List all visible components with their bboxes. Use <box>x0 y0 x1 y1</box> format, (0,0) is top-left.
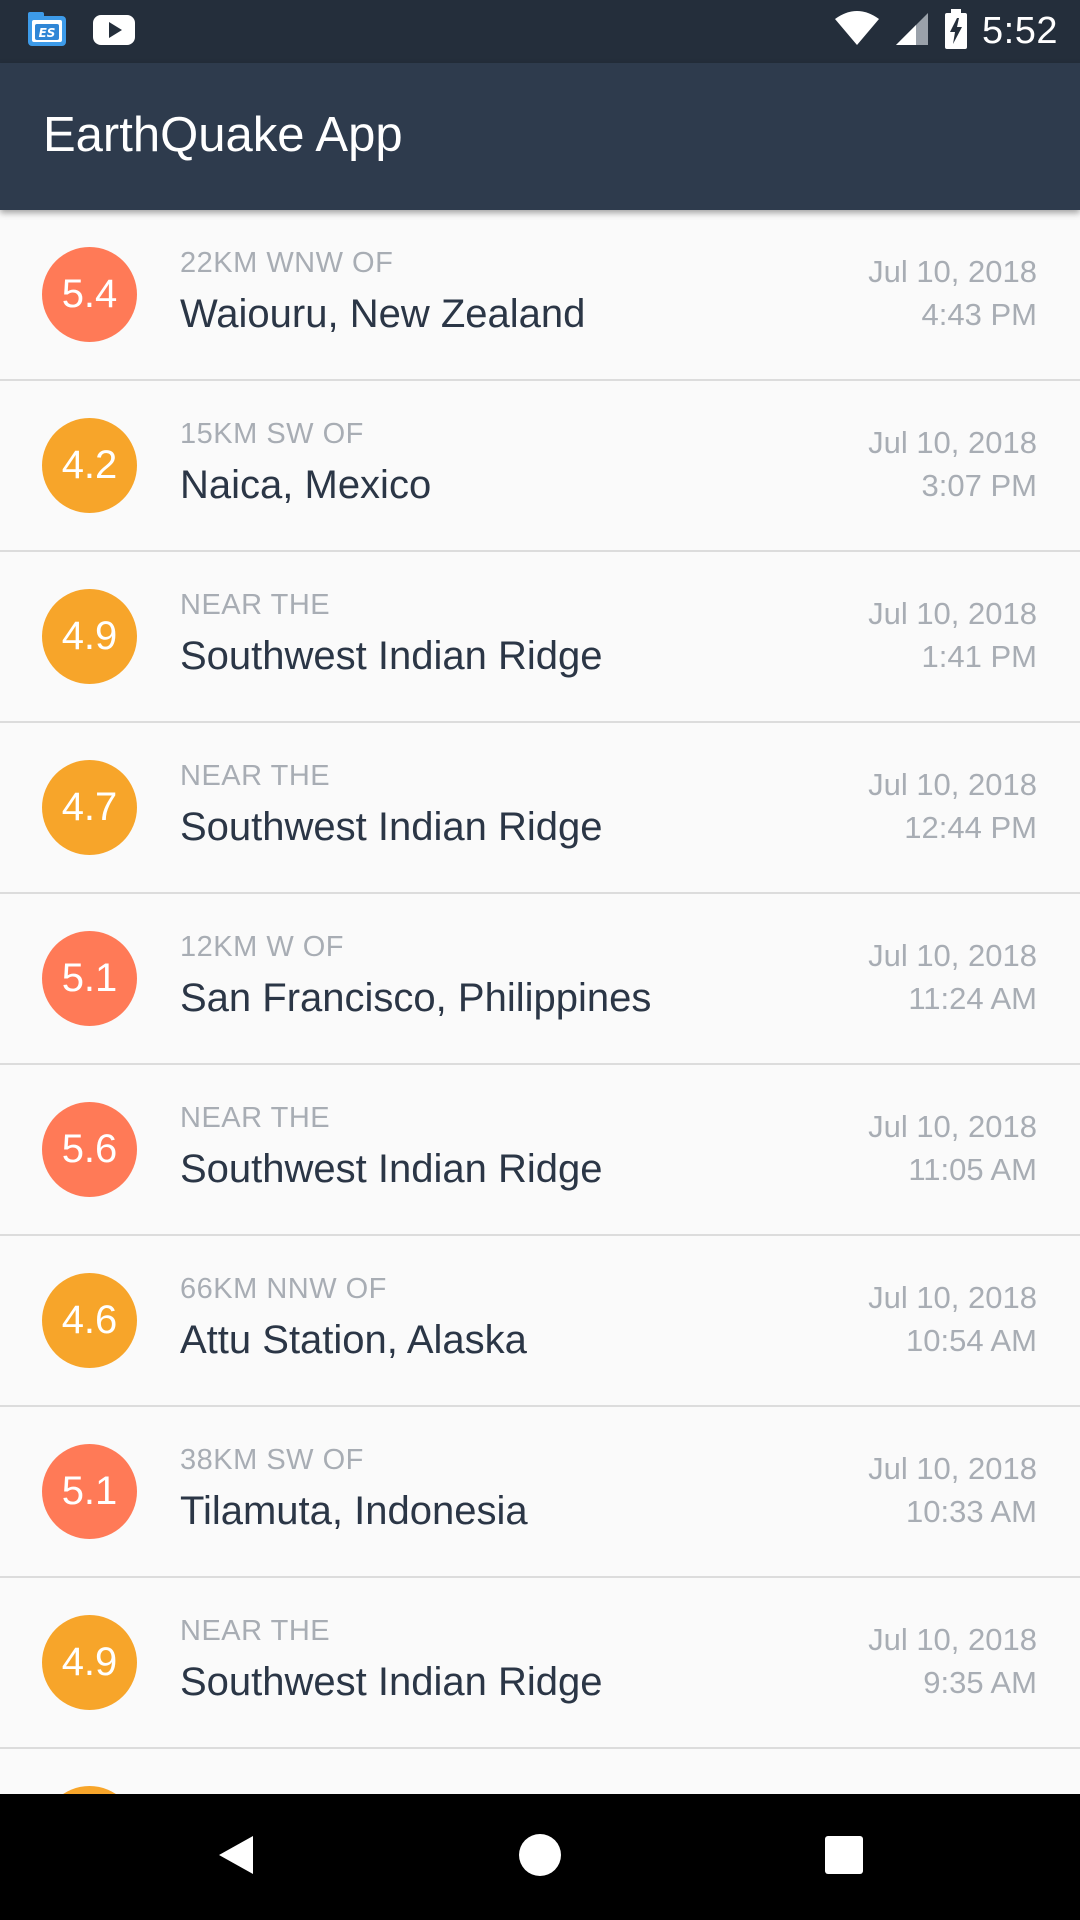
magnitude-badge: 4.9 <box>42 1615 137 1710</box>
primary-location: Southwest Indian Ridge <box>180 1660 603 1704</box>
magnitude-badge <box>42 1786 137 1794</box>
location-offset: 66KM NNW OF <box>180 1273 387 1305</box>
location-offset: 22KM WNW OF <box>180 247 394 279</box>
magnitude-badge: 4.7 <box>42 760 137 855</box>
event-time: 4:43 PM <box>921 297 1037 332</box>
app-title: EarthQuake App <box>43 108 403 162</box>
location-offset: 38KM SW OF <box>180 1444 364 1476</box>
event-date: Jul 10, 2018 <box>868 938 1037 973</box>
location-offset: NEAR THE <box>180 760 331 792</box>
event-date: Jul 10, 2018 <box>868 1280 1037 1315</box>
event-date: Jul 10, 2018 <box>868 1109 1037 1144</box>
primary-location: San Francisco, Philippines <box>180 976 652 1020</box>
earthquake-list-item[interactable]: 5.4 22KM WNW OF Waiouru, New Zealand Jul 10… <box>0 210 1080 381</box>
file-manager-icon: ES <box>26 10 70 55</box>
app-bar: EarthQuake App <box>0 63 1080 210</box>
primary-location: Southwest Indian Ridge <box>180 634 603 678</box>
earthquake-list-item[interactable]: 5.6 NEAR THE Southwest Indian Ridge Jul 10,… <box>0 1065 1080 1236</box>
location-offset: NEAR THE <box>180 1615 331 1647</box>
event-date: Jul 10, 2018 <box>868 1451 1037 1486</box>
location-offset: 12KM W OF <box>180 931 345 963</box>
primary-location: Tilamuta, Indonesia <box>180 1489 528 1533</box>
magnitude-badge: 5.1 <box>42 1444 137 1539</box>
event-time: 9:35 AM <box>923 1665 1037 1700</box>
recents-icon <box>821 1832 867 1883</box>
event-time: 11:24 AM <box>908 981 1037 1016</box>
event-date: Jul 10, 2018 <box>868 1622 1037 1657</box>
magnitude-badge: 5.4 <box>42 247 137 342</box>
earthquake-list[interactable]: 5.4 22KM WNW OF Waiouru, New Zealand Jul 10… <box>0 210 1080 1794</box>
signal-icon <box>894 11 930 52</box>
magnitude-badge: 4.6 <box>42 1273 137 1368</box>
earthquake-list-item[interactable]: 5.1 12KM W OF San Francisco, Philippines Ju… <box>0 894 1080 1065</box>
status-right-icons: 5:52 <box>834 0 1058 63</box>
back-button[interactable] <box>195 1816 277 1898</box>
recents-button[interactable] <box>803 1816 885 1898</box>
magnitude-badge: 4.2 <box>42 418 137 513</box>
event-date: Jul 10, 2018 <box>868 254 1037 289</box>
event-time: 3:07 PM <box>921 468 1037 503</box>
status-left-icons: ES <box>26 10 136 55</box>
earthquake-list-item[interactable]: 4.7 NEAR THE Southwest Indian Ridge Jul 10,… <box>0 723 1080 894</box>
battery-charging-icon <box>944 9 968 54</box>
primary-location: Naica, Mexico <box>180 463 432 507</box>
youtube-icon <box>92 13 136 52</box>
svg-text:ES: ES <box>39 26 56 40</box>
primary-location: Attu Station, Alaska <box>180 1318 527 1362</box>
magnitude-badge: 5.1 <box>42 931 137 1026</box>
earthquake-list-item[interactable]: 4.6 66KM NNW OF Attu Station, Alaska Jul 10… <box>0 1236 1080 1407</box>
event-time: 10:33 AM <box>906 1494 1037 1529</box>
status-bar: ES 5:52 <box>0 0 1080 63</box>
event-time: 11:05 AM <box>908 1152 1037 1187</box>
earthquake-list-item[interactable]: 4.2 15KM SW OF Naica, Mexico Jul 10, 2018 3:… <box>0 381 1080 552</box>
primary-location: Southwest Indian Ridge <box>180 805 603 849</box>
primary-location: Waiouru, New Zealand <box>180 292 586 336</box>
back-icon <box>213 1832 259 1883</box>
magnitude-badge: 5.6 <box>42 1102 137 1197</box>
navigation-bar <box>0 1794 1080 1920</box>
earthquake-list-item[interactable]: 5.1 38KM SW OF Tilamuta, Indonesia Jul 10, … <box>0 1407 1080 1578</box>
magnitude-badge: 4.9 <box>42 589 137 684</box>
event-time: 12:44 PM <box>904 810 1037 845</box>
event-date: Jul 10, 2018 <box>868 767 1037 802</box>
status-clock: 5:52 <box>982 10 1058 52</box>
primary-location: Southwest Indian Ridge <box>180 1147 603 1191</box>
wifi-icon <box>834 11 880 52</box>
event-time: 10:54 AM <box>906 1323 1037 1358</box>
earthquake-list-item[interactable]: 4.9 NEAR THE Southwest Indian Ridge Jul 10,… <box>0 1578 1080 1749</box>
location-offset: NEAR THE <box>180 1102 331 1134</box>
event-date: Jul 10, 2018 <box>868 425 1037 460</box>
home-icon <box>517 1832 563 1883</box>
event-date: Jul 10, 2018 <box>868 596 1037 631</box>
earthquake-list-item[interactable]: 4.9 NEAR THE Southwest Indian Ridge Jul 10,… <box>0 552 1080 723</box>
event-time: 1:41 PM <box>921 639 1037 674</box>
home-button[interactable] <box>499 1816 581 1898</box>
earthquake-list-item[interactable] <box>0 1749 1080 1794</box>
location-offset: NEAR THE <box>180 589 331 621</box>
location-offset: 15KM SW OF <box>180 418 364 450</box>
